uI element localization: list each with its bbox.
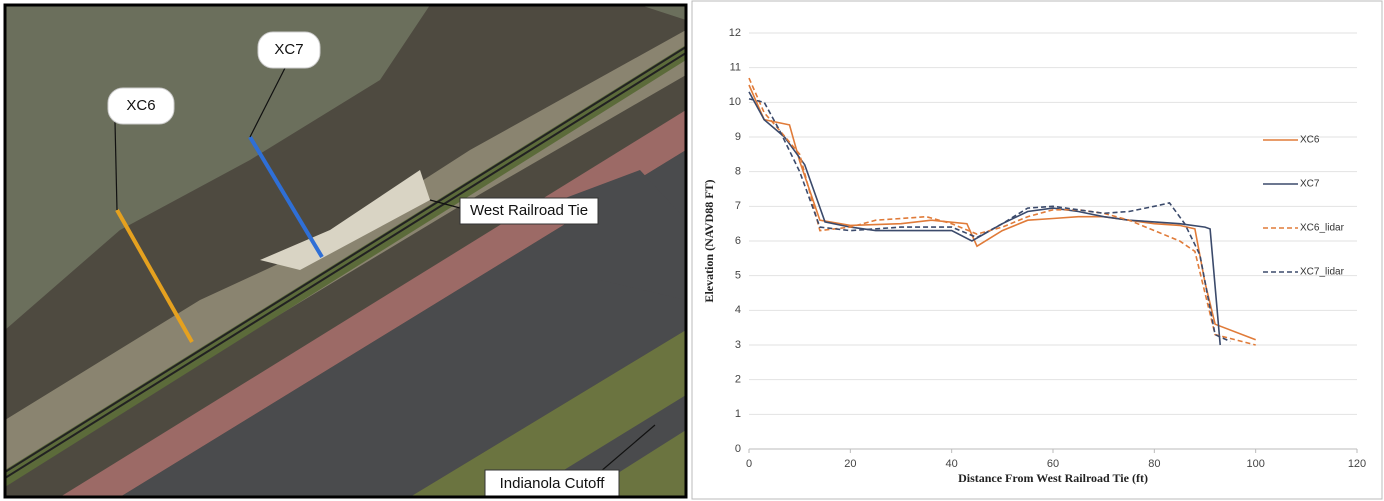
y-tick-label: 10 <box>729 96 741 108</box>
photo-label: Indianola Cutoff <box>500 475 606 492</box>
x-tick-label: 120 <box>1348 458 1366 470</box>
legend-label: XC6 <box>1300 135 1320 146</box>
y-tick-label: 8 <box>735 166 741 178</box>
y-tick-label: 3 <box>735 339 741 351</box>
legend-label: XC7_lidar <box>1300 267 1345 278</box>
y-tick-label: 11 <box>730 62 741 74</box>
legend-label: XC6_lidar <box>1300 223 1345 234</box>
y-tick-label: 0 <box>735 443 741 455</box>
x-tick-label: 80 <box>1148 458 1160 470</box>
y-tick-label: 6 <box>735 235 741 247</box>
y-tick-label: 2 <box>735 374 741 386</box>
y-tick-label: 7 <box>735 200 741 212</box>
series-line <box>748 98 1231 343</box>
x-tick-label: 60 <box>1047 458 1059 470</box>
chart-panel <box>691 0 1383 500</box>
y-tick-label: 12 <box>729 27 741 39</box>
y-tick-label: 4 <box>735 304 741 316</box>
series-line <box>748 77 1256 346</box>
photo-label: XC7 <box>274 41 303 58</box>
y-tick-label: 9 <box>735 131 741 143</box>
y-tick-label: 5 <box>735 270 741 282</box>
x-tick-label: 100 <box>1246 458 1264 470</box>
y-tick-label: 1 <box>735 408 741 420</box>
y-axis-label: Elevation (NAVD88 FT) <box>702 179 716 302</box>
x-tick-label: 40 <box>946 458 958 470</box>
photo-label: West Railroad Tie <box>470 202 588 219</box>
x-axis-label: Distance From West Railroad Tie (ft) <box>958 471 1148 485</box>
photo-label: XC6 <box>126 97 155 114</box>
x-tick-label: 20 <box>844 458 856 470</box>
x-tick-label: 0 <box>746 458 752 470</box>
aerial-photo <box>5 5 686 497</box>
photo-border <box>3 3 688 499</box>
legend-label: XC7 <box>1300 179 1320 190</box>
